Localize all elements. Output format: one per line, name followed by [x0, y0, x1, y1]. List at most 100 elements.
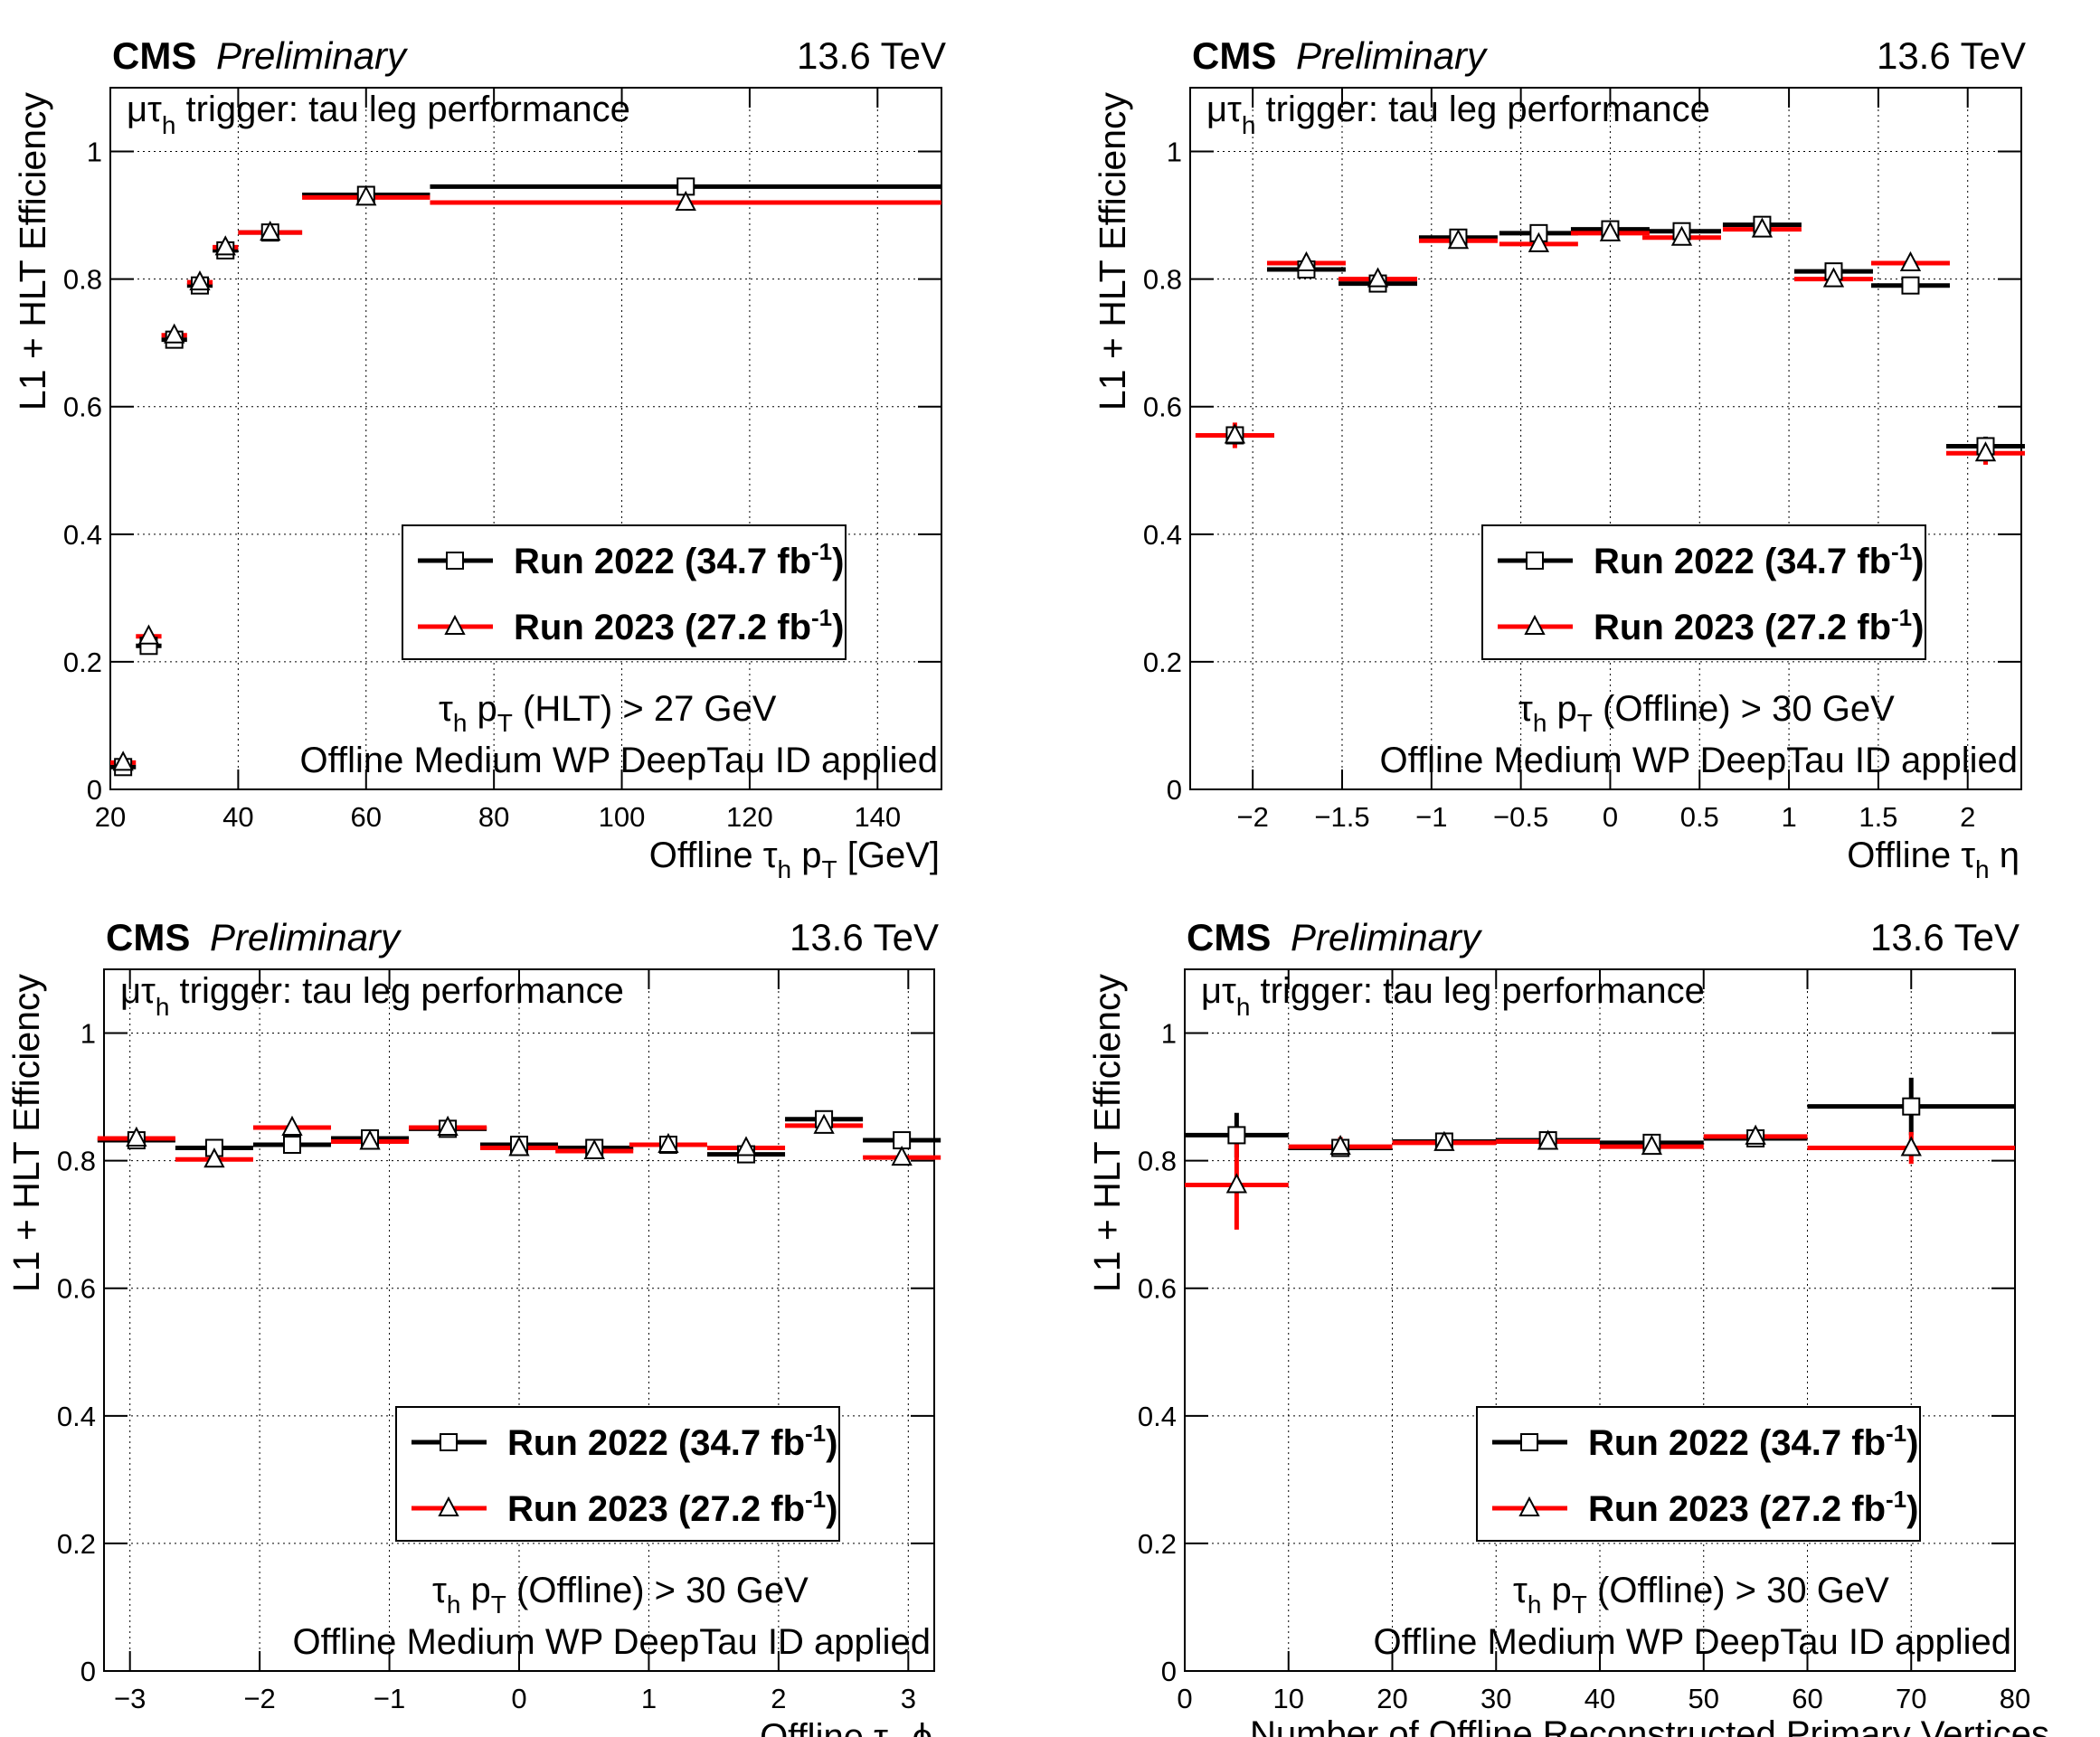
legend-square-icon [446, 552, 464, 570]
run2023-marker [359, 1129, 381, 1150]
legend-paren: ) [1912, 608, 1924, 647]
x-tick-label: 10 [1273, 1683, 1304, 1714]
tau-symbol: τ [1518, 689, 1533, 729]
legend-triangle-icon [444, 614, 466, 635]
x-tick-label: 30 [1480, 1683, 1511, 1714]
x-tick-label: −2 [1236, 801, 1268, 833]
x-tick-label: −1.5 [1314, 801, 1369, 833]
plot-frame [1189, 87, 2022, 790]
channel-subscript: h [1236, 993, 1251, 1021]
id-note: Offline Medium WP DeepTau ID applied [299, 741, 938, 780]
legend-paren: ) [1912, 542, 1924, 581]
channel-mu: μτ [120, 971, 156, 1011]
channel-subscript: h [156, 993, 170, 1021]
run2023-marker [735, 1136, 757, 1156]
y-tick-label: 0.6 [57, 1273, 96, 1305]
y-tick-label: 0.2 [1143, 647, 1182, 678]
preliminary-label: Preliminary [210, 916, 402, 958]
legend-box [1476, 1406, 1921, 1542]
space [1547, 689, 1556, 729]
channel-title: μτh trigger: tau leg performance [1201, 971, 1705, 1021]
pt-subscript: T [822, 855, 837, 883]
y-tick-label: 0.8 [57, 1146, 96, 1177]
legend-box [402, 524, 847, 660]
legend-box [395, 1406, 840, 1542]
legend-lumi-exponent: -1 [811, 538, 832, 565]
run2023-marker [1367, 267, 1389, 288]
legend-run: Run 2023 [1594, 608, 1755, 647]
y-tick-label: 0.6 [1143, 392, 1182, 423]
panel-phi: −3 −2 −1 0 1 2 3 0 0.2 0.4 0.6 0.8 1 CMS Preliminary 13… [5, 916, 941, 1737]
run2023-marker [657, 1132, 679, 1153]
id-note: Offline Medium WP DeepTau ID applied [292, 1622, 931, 1662]
x-tick-label: 80 [2000, 1683, 2030, 1714]
pt-cut-text: τh pT (Offline) > 30 GeV [432, 1571, 809, 1619]
space [1541, 1571, 1551, 1610]
pt-subscript: T [497, 709, 513, 737]
run2023-marker [126, 1126, 147, 1147]
cms-label: CMS [112, 34, 196, 77]
run2022-marker [1227, 1126, 1246, 1145]
plot-frame [103, 968, 935, 1672]
tau-symbol: τ [432, 1571, 447, 1610]
run2023-marker [281, 1115, 303, 1136]
tau-subscript: h [778, 855, 792, 883]
channel-text: trigger: tau leg performance [169, 971, 623, 1011]
legend-label: Run 2023 (27.2 fb-1) [507, 1486, 837, 1529]
legend-paren: ) [1906, 1423, 1918, 1463]
legend-paren: ) [1906, 1489, 1918, 1529]
tau-subscript: h [453, 709, 468, 737]
legend-lumi: 34.7 fb [696, 542, 811, 581]
channel-mu: μτ [1201, 971, 1236, 1011]
legend-lumi: 34.7 fb [1776, 542, 1891, 581]
preliminary-label: Preliminary [1296, 34, 1489, 77]
y-tick-label: 0.8 [1143, 264, 1182, 296]
space [753, 835, 763, 875]
tau-symbol: τ [1513, 1571, 1528, 1610]
legend-lumi-exponent: -1 [1886, 1486, 1906, 1513]
offline-word: Offline [1847, 835, 1951, 875]
legend-paren: ) [832, 608, 844, 647]
x-tick-label: 80 [478, 801, 509, 833]
space [467, 689, 477, 729]
run2023-marker [1599, 221, 1622, 241]
x-tick-label: 2 [771, 1683, 786, 1714]
channel-title: μτh trigger: tau leg performance [127, 90, 630, 139]
x-tick-label: 100 [599, 801, 646, 833]
space [1593, 689, 1603, 729]
run2023-marker [355, 185, 377, 206]
legend-triangle-icon [438, 1496, 459, 1516]
legend-run: Run 2023 [507, 1489, 668, 1529]
legend-paren: ( [668, 1489, 691, 1529]
run2023-marker [137, 624, 160, 645]
legend-square-icon [440, 1433, 458, 1451]
pt-p: p [478, 689, 497, 729]
channel-text: trigger: tau leg performance [175, 90, 629, 129]
plot-frame [109, 87, 942, 790]
x-axis-title: Offline τh η [1847, 835, 2020, 883]
space [1951, 835, 1961, 875]
x-tick-label: 70 [1896, 1683, 1926, 1714]
x-tick-label: 1 [1781, 801, 1796, 833]
legend-lumi: 27.2 fb [1776, 608, 1891, 647]
run2023-marker [583, 1138, 605, 1160]
run2023-marker [891, 1145, 913, 1166]
energy-label: 13.6 TeV [790, 916, 939, 958]
x-tick-label: −2 [243, 1683, 275, 1714]
x-tick-label: 2 [1960, 801, 1975, 833]
legend-lumi-exponent: -1 [805, 1420, 826, 1447]
x-tick-label: 1 [641, 1683, 657, 1714]
run2023-marker [112, 750, 134, 771]
x-tick-label: 0.5 [1680, 801, 1719, 833]
tau-subscript: h [447, 1591, 461, 1619]
run2022-marker [1901, 276, 1920, 295]
legend-run: Run 2022 [514, 542, 675, 581]
y-tick-label: 0.6 [63, 392, 102, 423]
phi-symbol: ϕ [913, 1717, 932, 1737]
legend-run: Run 2022 [1588, 1423, 1749, 1463]
y-tick-label: 0.8 [1138, 1146, 1177, 1177]
legend-box [1481, 524, 1926, 660]
panel-npv: 0 10 20 30 40 50 60 70 80 0 0.2 0.4 0.6 0.8 1 CMS Prelim… [1086, 916, 2049, 1737]
legend-paren: ( [668, 1423, 691, 1463]
legend-label: Run 2023 (27.2 fb-1) [514, 604, 844, 647]
